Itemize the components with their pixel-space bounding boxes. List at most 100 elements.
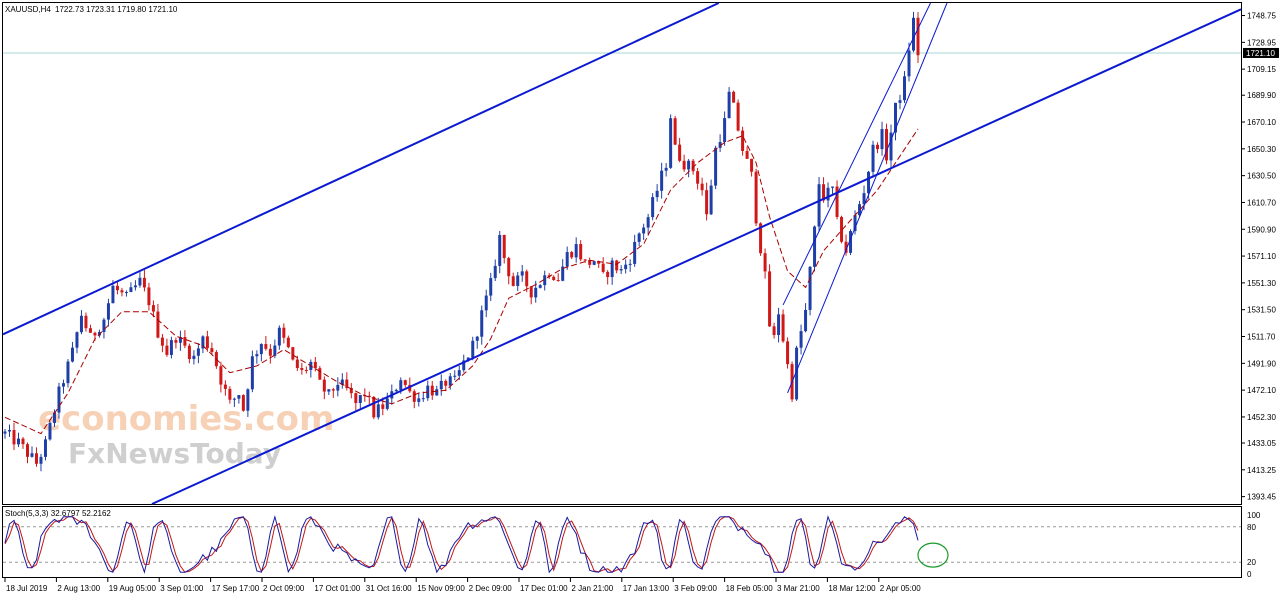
candle-body [520, 271, 524, 276]
y-tick-label: 1413.25 [1247, 466, 1276, 475]
candle-body [381, 404, 385, 409]
y-tick-label: 1610.70 [1247, 198, 1276, 207]
candle-body [84, 315, 88, 329]
stoch-main-line [4, 514, 919, 575]
channel-lower-line [151, 8, 1242, 505]
stochastic-pane [3, 514, 1241, 575]
candle-body [268, 348, 272, 356]
candle-body [286, 337, 290, 348]
stoch-y-tick-label: 100 [1247, 511, 1261, 520]
candle-body [291, 347, 295, 360]
moving-average-line [4, 128, 919, 435]
channel-upper-line [2, 2, 720, 336]
y-tick-label: 1748.75 [1247, 12, 1276, 21]
candle-body [732, 91, 736, 103]
candle-body [723, 118, 727, 143]
candle-body [516, 275, 520, 286]
candle-body [106, 303, 110, 320]
candle-body [754, 171, 758, 224]
candle-body [232, 398, 236, 400]
y-tick-label: 1689.90 [1247, 91, 1276, 100]
candle-body [52, 412, 56, 423]
candle-body [43, 439, 47, 457]
candle-body [304, 369, 308, 371]
candle-body [322, 379, 326, 392]
candle-body [151, 305, 155, 312]
candle-body [745, 150, 749, 159]
highlight-circle [917, 542, 949, 568]
x-tick-label: 2 Oct 09:00 [263, 584, 305, 593]
candle-body [408, 384, 412, 392]
candle-body [714, 147, 718, 186]
steep-channel-right [787, 2, 948, 394]
candle-body [646, 217, 650, 228]
candle-body [853, 215, 857, 232]
candle-body [898, 100, 902, 103]
candle-body [673, 118, 677, 145]
x-tick-label: 18 Feb 05:00 [726, 584, 774, 593]
candle-body [502, 234, 506, 259]
candle-body [579, 244, 583, 260]
candle-body [759, 223, 763, 254]
candle-body [556, 280, 560, 282]
candle-body [174, 340, 178, 343]
candle-body [543, 275, 547, 286]
candle-body [61, 383, 65, 387]
candle-body [808, 266, 812, 310]
candle-body [804, 309, 808, 332]
candle-body [489, 278, 493, 296]
candle-body [885, 129, 889, 161]
candle-body [592, 261, 596, 265]
candle-body [250, 356, 254, 390]
candle-body [849, 231, 853, 253]
chart-header-ohlc: 1722.73 1723.31 1719.80 1721.10 [55, 5, 178, 14]
candle-body [601, 263, 605, 272]
y-tick-label: 1393.45 [1247, 493, 1276, 502]
candle-body [718, 142, 722, 148]
candle-body [300, 368, 304, 370]
x-tick-label: 17 Jan 13:00 [623, 584, 670, 593]
stoch-y-tick-label: 20 [1247, 558, 1256, 567]
candle-body [205, 336, 209, 349]
candle-body [534, 287, 538, 298]
steep-channel-left [782, 2, 931, 306]
y-tick-label: 1433.05 [1247, 439, 1276, 448]
candle-body [862, 193, 866, 205]
candle-body [228, 388, 232, 400]
watermark-economies: economies.com [38, 399, 334, 439]
y-tick-label: 1472.10 [1247, 386, 1276, 395]
y-tick-label: 1531.50 [1247, 306, 1276, 315]
x-tick-label: 3 Mar 21:00 [777, 584, 820, 593]
candle-body [889, 132, 893, 161]
candle-body [327, 389, 331, 392]
candle-body [691, 160, 695, 172]
candle-body [399, 380, 403, 390]
candle-body [840, 216, 844, 242]
y-tick-label: 1452.30 [1247, 413, 1276, 422]
x-tick-label: 31 Oct 16:00 [366, 584, 412, 593]
stoch-y-tick-label: 80 [1247, 523, 1256, 532]
candle-body [696, 171, 700, 184]
candle-body [678, 144, 682, 161]
candle-body [156, 311, 160, 338]
candle-body [642, 227, 646, 234]
y-tick-label: 1728.95 [1247, 38, 1276, 47]
y-tick-label: 1551.30 [1247, 279, 1276, 288]
candle-body [660, 170, 664, 191]
candle-body [201, 336, 205, 349]
candle-body [880, 129, 884, 150]
candle-body [34, 453, 38, 464]
candle-body [115, 285, 119, 291]
candle-body [340, 379, 344, 385]
candle-body [66, 361, 70, 384]
candle-body [574, 244, 578, 258]
candle-body [480, 310, 484, 337]
candle-body [565, 252, 569, 267]
candle-body [21, 438, 25, 445]
candle-body [120, 290, 124, 293]
main-pane-frame [2, 2, 1242, 505]
candle-body [826, 187, 830, 201]
candle-body [345, 379, 349, 388]
